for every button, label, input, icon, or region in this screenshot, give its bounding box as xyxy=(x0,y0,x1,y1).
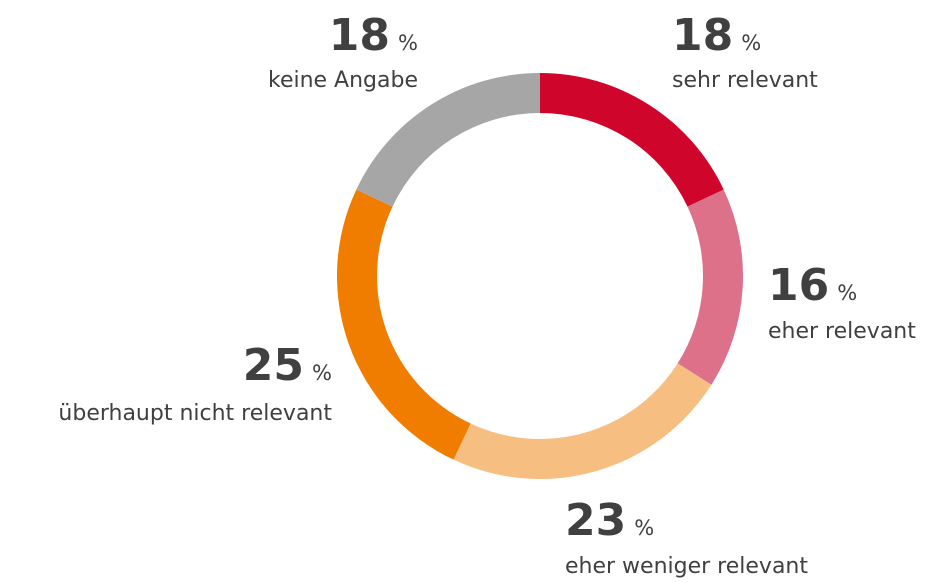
category-label: eher weniger relevant xyxy=(565,554,808,579)
donut-segment xyxy=(677,189,743,385)
category-label: überhaupt nicht relevant xyxy=(58,401,332,426)
value-label: 18% xyxy=(329,10,418,61)
value-label: 25% xyxy=(243,340,332,391)
category-label: eher relevant xyxy=(768,319,916,344)
donut-segment xyxy=(540,73,724,207)
category-label: sehr relevant xyxy=(672,68,818,93)
donut-segment xyxy=(453,363,712,479)
donut-segment xyxy=(356,73,540,207)
value-unit: % xyxy=(634,516,654,540)
value-unit: % xyxy=(398,31,418,55)
value-unit: % xyxy=(837,281,857,305)
value-number: 16 xyxy=(768,260,829,311)
category-label: keine Angabe xyxy=(268,68,418,93)
value-number: 23 xyxy=(565,495,626,546)
value-number: 18 xyxy=(672,10,733,61)
value-label: 18% xyxy=(672,10,761,61)
donut-segment xyxy=(337,189,471,460)
value-unit: % xyxy=(741,31,761,55)
value-number: 25 xyxy=(243,340,304,391)
value-label: 16% xyxy=(768,260,857,311)
value-unit: % xyxy=(312,361,332,385)
value-label: 23% xyxy=(565,495,654,546)
value-number: 18 xyxy=(329,10,390,61)
